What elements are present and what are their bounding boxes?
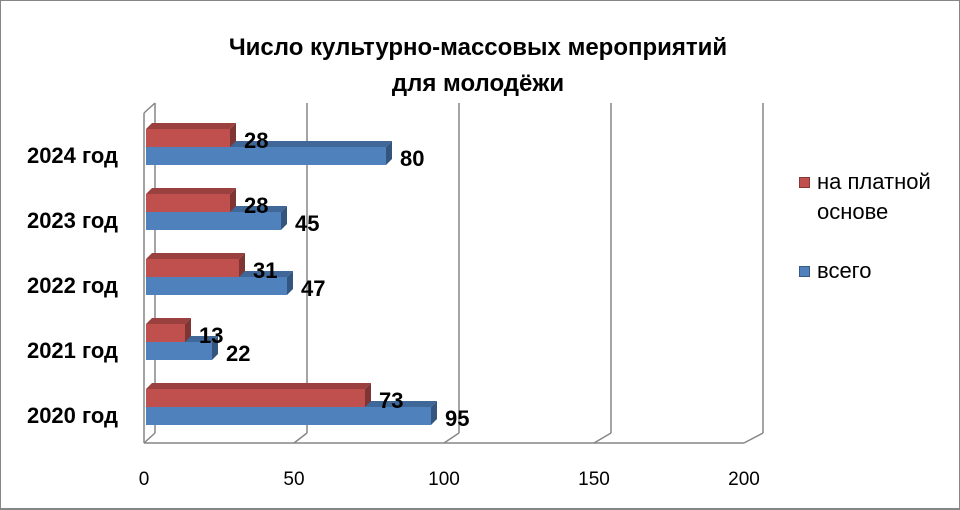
category-label-2024: 2024 год xyxy=(27,143,118,168)
floor-gridline-50 xyxy=(293,432,308,444)
floor-gridline-150 xyxy=(593,432,612,444)
left-wall-top-edge xyxy=(143,102,156,114)
bar-top-face xyxy=(146,383,371,389)
bar-front-face xyxy=(146,389,365,407)
bar-end-face xyxy=(386,141,392,165)
bar-end-face xyxy=(212,336,218,360)
bar-paid-2021 xyxy=(146,318,191,342)
data-label-total-2023: 45 xyxy=(295,211,319,236)
x-tick-label-100: 100 xyxy=(428,469,460,490)
category-label-2020: 2020 год xyxy=(27,403,118,428)
legend-label-total: всего xyxy=(817,258,872,283)
axis-and-data-labels: 0 50 100 150 200 2024 год 80 28 2023 год 45 28 2022… xyxy=(27,128,760,490)
data-label-paid-2022: 31 xyxy=(253,258,277,283)
chart-title-line-2: для молодёжи xyxy=(391,70,565,97)
bar-front-face xyxy=(146,324,185,342)
chart-title: Число культурно-массовых мероприятий для… xyxy=(0,30,956,102)
legend-item-total: всего xyxy=(799,256,949,316)
bar-front-face xyxy=(146,407,431,425)
bar-front-face xyxy=(146,212,281,230)
data-label-paid-2020: 73 xyxy=(379,388,403,413)
data-label-paid-2023: 28 xyxy=(244,193,268,218)
bar-end-face xyxy=(230,123,236,147)
chart-title-line-1: Число культурно-массовых мероприятий xyxy=(228,34,728,61)
bar-top-face xyxy=(146,123,236,129)
bar-end-face xyxy=(239,253,245,277)
bar-front-face xyxy=(146,129,230,147)
x-tick-label-0: 0 xyxy=(139,469,150,490)
bar-top-face xyxy=(146,253,245,259)
bar-top-face xyxy=(146,188,236,194)
legend-marker-paid xyxy=(799,177,810,188)
data-label-total-2020: 95 xyxy=(445,406,469,431)
data-label-paid-2021: 13 xyxy=(199,323,223,348)
category-label-2021: 2021 год xyxy=(27,338,118,363)
bar-end-face xyxy=(185,318,191,342)
legend-label-paid: на платной основе xyxy=(817,169,931,224)
bar-front-face xyxy=(146,147,386,165)
floor-gridline-0 xyxy=(143,432,156,444)
category-label-2023: 2023 год xyxy=(27,208,118,233)
floor-gridline-100 xyxy=(443,432,460,444)
bar-front-face xyxy=(146,194,230,212)
floor-gridline-200 xyxy=(743,432,764,444)
x-tick-label-200: 200 xyxy=(728,469,760,490)
data-label-total-2022: 47 xyxy=(301,276,325,301)
bar-front-face xyxy=(146,259,239,277)
x-tick-label-50: 50 xyxy=(283,469,304,490)
bar-paid-2020 xyxy=(146,383,371,407)
bar-paid-2024 xyxy=(146,123,236,147)
bar-end-face xyxy=(287,271,293,295)
bar-end-face xyxy=(230,188,236,212)
data-label-paid-2024: 28 xyxy=(244,128,268,153)
bar-end-face xyxy=(281,206,287,230)
data-label-total-2021: 22 xyxy=(226,341,250,366)
bar-front-face xyxy=(146,342,212,360)
bar-end-face xyxy=(365,383,371,407)
bar-paid-2022 xyxy=(146,253,245,277)
bar-paid-2023 xyxy=(146,188,236,212)
bar-top-face xyxy=(146,318,191,324)
bars xyxy=(146,123,437,425)
legend-item-paid: на платной основе xyxy=(799,167,949,227)
data-label-total-2024: 80 xyxy=(400,146,424,171)
bar-front-face xyxy=(146,277,287,295)
x-tick-label-150: 150 xyxy=(578,469,610,490)
legend-marker-total xyxy=(799,266,810,277)
bar-end-face xyxy=(431,401,437,425)
category-label-2022: 2022 год xyxy=(27,273,118,298)
